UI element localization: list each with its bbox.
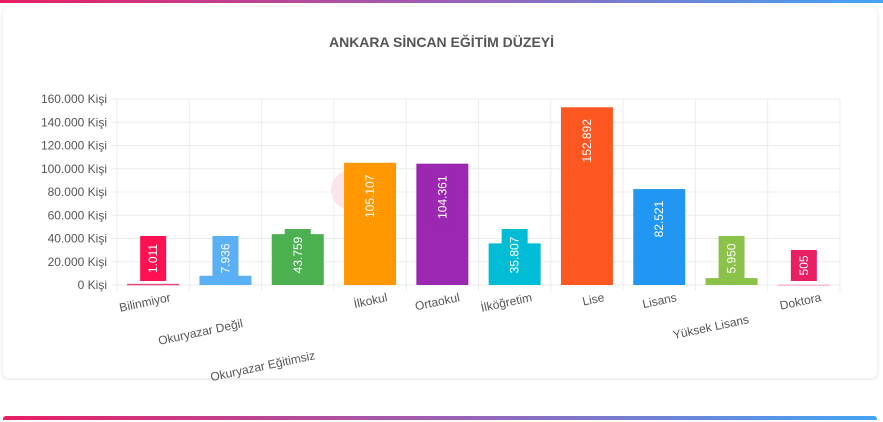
x-tick-label: Okuryazar Eğitimsiz [209, 348, 316, 384]
data-label-box [212, 236, 239, 281]
data-label: 5.950 [725, 243, 739, 273]
x-tick-label: Yüksek Lisans [672, 312, 751, 342]
x-tick-label: Lisans [641, 290, 678, 311]
chart-title: ANKARA SİNCAN EĞİTİM DÜZEYİ [328, 34, 555, 50]
data-label-box [429, 167, 456, 227]
data-label-box [284, 229, 311, 281]
data-label: 1.011 [146, 244, 160, 273]
y-tick-label: 100.000 Kişi [41, 162, 107, 176]
y-tick-label: 20.000 Kişi [48, 255, 107, 269]
bar-yüksek-lisans [705, 278, 758, 285]
x-tick-label: Okuryazar Değil [157, 316, 244, 348]
x-tick-label: Bilinmiyor [118, 290, 172, 315]
y-tick-label: 160.000 Kişi [41, 92, 107, 106]
x-tick-label: İlkokul [352, 290, 388, 311]
data-label: 7.936 [218, 243, 232, 273]
data-label: 152.892 [580, 119, 594, 163]
x-tick-label: Lise [581, 290, 606, 308]
data-label: 505 [797, 255, 811, 275]
data-label: 82.521 [652, 200, 666, 237]
data-label-box [573, 111, 600, 171]
y-tick-label: 60.000 Kişi [48, 208, 107, 222]
data-label-box [140, 236, 167, 281]
x-tick-label: Doktora [778, 290, 822, 312]
data-label: 105.107 [363, 174, 377, 218]
data-label-box [501, 229, 528, 281]
data-label: 104.361 [435, 175, 449, 219]
data-label-box [646, 193, 673, 246]
bar-bilinmiyor [127, 283, 180, 286]
data-label: 35.807 [508, 236, 522, 273]
bar-doktora [777, 284, 830, 286]
data-label-box [718, 236, 745, 281]
y-tick-label: 80.000 Kişi [48, 185, 107, 199]
next-card-accent-bar [3, 416, 877, 420]
y-tick-label: 40.000 Kişi [48, 232, 107, 246]
y-tick-label: 140.000 Kişi [41, 115, 107, 129]
y-tick-label: 120.000 Kişi [41, 139, 107, 153]
x-tick-label: Ortaokul [414, 290, 461, 313]
top-accent-bar [0, 0, 883, 3]
data-label: 43.759 [291, 236, 305, 273]
data-label-box [357, 166, 384, 226]
x-tick-label: İlköğretim [479, 290, 533, 315]
data-label-box [790, 250, 817, 281]
y-tick-label: 0 Kişi [78, 278, 107, 292]
